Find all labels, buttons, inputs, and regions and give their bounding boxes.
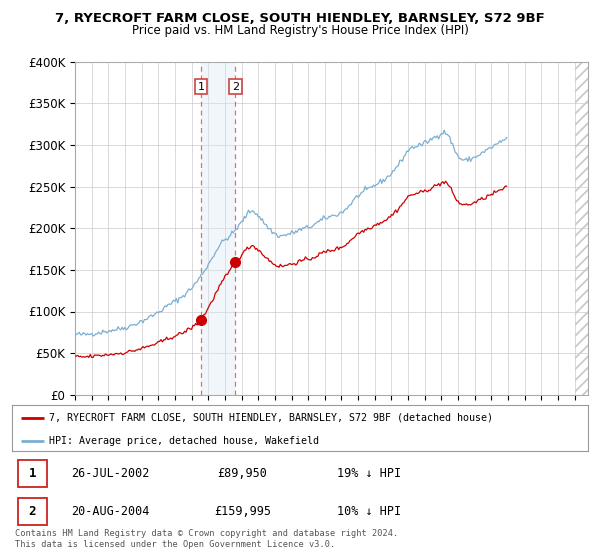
Text: Contains HM Land Registry data © Crown copyright and database right 2024.
This d: Contains HM Land Registry data © Crown c… — [15, 529, 398, 549]
Bar — [575, 62, 588, 395]
Text: 26-JUL-2002: 26-JUL-2002 — [71, 466, 149, 480]
FancyBboxPatch shape — [18, 498, 47, 525]
Text: 7, RYECROFT FARM CLOSE, SOUTH HIENDLEY, BARNSLEY, S72 9BF: 7, RYECROFT FARM CLOSE, SOUTH HIENDLEY, … — [55, 12, 545, 25]
Text: Price paid vs. HM Land Registry's House Price Index (HPI): Price paid vs. HM Land Registry's House … — [131, 24, 469, 37]
Text: 10% ↓ HPI: 10% ↓ HPI — [337, 505, 401, 518]
Text: 2: 2 — [232, 82, 239, 92]
Text: £159,995: £159,995 — [214, 505, 271, 518]
Text: 20-AUG-2004: 20-AUG-2004 — [71, 505, 149, 518]
Bar — [575, 62, 588, 395]
Text: HPI: Average price, detached house, Wakefield: HPI: Average price, detached house, Wake… — [49, 436, 319, 446]
FancyBboxPatch shape — [18, 460, 47, 487]
Bar — [575, 62, 588, 395]
Text: 1: 1 — [28, 466, 36, 480]
Bar — [201, 62, 235, 395]
Text: 7, RYECROFT FARM CLOSE, SOUTH HIENDLEY, BARNSLEY, S72 9BF (detached house): 7, RYECROFT FARM CLOSE, SOUTH HIENDLEY, … — [49, 413, 493, 423]
Text: £89,950: £89,950 — [217, 466, 268, 480]
Text: 1: 1 — [197, 82, 205, 92]
Text: 2: 2 — [28, 505, 36, 518]
Text: 19% ↓ HPI: 19% ↓ HPI — [337, 466, 401, 480]
